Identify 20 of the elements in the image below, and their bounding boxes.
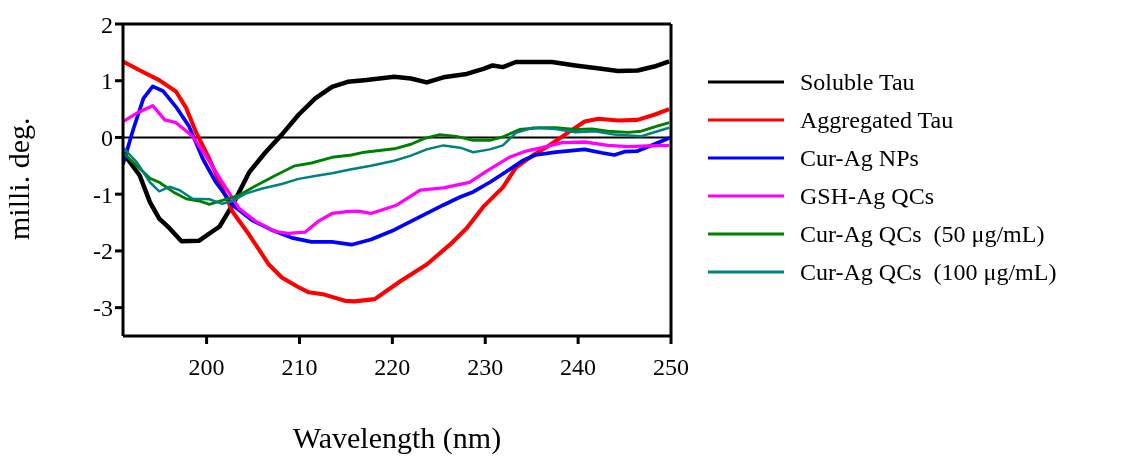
y-tick-label: 0 [101, 124, 113, 151]
legend-label: Aggregated Tau [800, 106, 954, 135]
x-tick-label: 230 [467, 354, 504, 381]
y-tick-label: -2 [93, 238, 113, 265]
legend-label: Soluble Tau [800, 68, 915, 97]
y-tick-label: 2 [101, 11, 113, 38]
legend-label: Cur-Ag NPs [800, 144, 919, 173]
x-tick-label: 200 [188, 354, 225, 381]
y-tick-label: 1 [101, 68, 113, 95]
y-tick-label: -1 [93, 181, 113, 208]
legend-label: GSH-Ag QCs [800, 182, 935, 211]
x-tick-label: 210 [281, 354, 318, 381]
x-tick-label: 240 [560, 354, 597, 381]
x-tick-label: 250 [653, 354, 689, 381]
y-axis-title: milli. deg. [1, 117, 35, 240]
legend-label: Cur-Ag QCs (50 μg/mL) [800, 220, 1045, 249]
x-tick-label: 220 [374, 354, 411, 381]
y-tick-label: -3 [93, 295, 113, 322]
legend-label: Cur-Ag QCs (100 μg/mL) [800, 258, 1057, 287]
x-axis-title: Wavelength (nm) [292, 421, 502, 455]
